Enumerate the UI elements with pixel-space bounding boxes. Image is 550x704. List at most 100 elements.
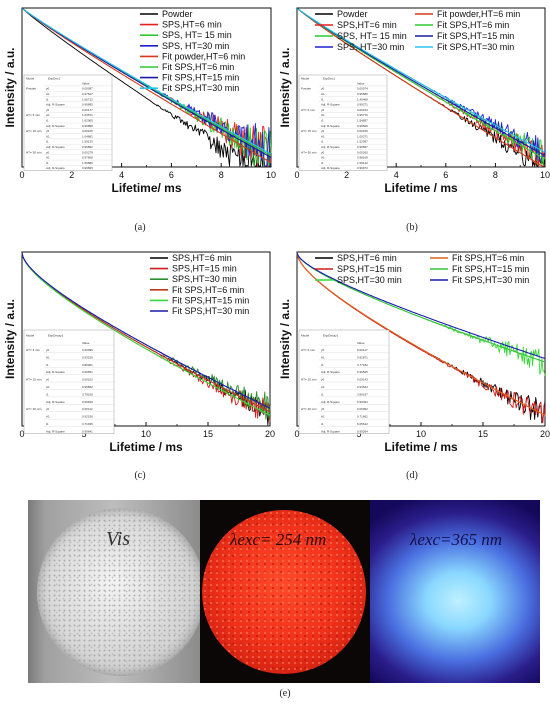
legend-label: Fit powder,HT=6 min xyxy=(162,51,245,61)
fit-table-value: 0.99606 xyxy=(357,124,368,128)
fit-table-param: A1 xyxy=(46,113,50,117)
fit-table-value: 0.00112 xyxy=(82,407,93,411)
legend-label: SPS, HT=30 min xyxy=(337,42,404,52)
fit-table-param: Adj. R-Square xyxy=(321,103,340,107)
fit-table-value: 0.99657 xyxy=(357,145,368,149)
x-tick-label: 10 xyxy=(540,170,550,180)
fit-table-value: 0.99494 xyxy=(357,400,368,404)
fit-table-param: y0 xyxy=(46,407,50,411)
fit-table-value: 0.00143 xyxy=(357,378,368,382)
fit-table-value: 0.95586 xyxy=(357,92,368,96)
legend-label: SPS, HT= 15 min xyxy=(337,31,407,41)
x-tick-label: 15 xyxy=(203,429,213,439)
fit-table-group: HT= 6 min xyxy=(301,108,315,112)
x-tick-label: 0 xyxy=(294,429,299,439)
fit-table-param: A1 xyxy=(321,355,325,359)
fit-table-param: y0 xyxy=(46,348,50,352)
fit-table-param: t1 xyxy=(321,119,324,123)
x-tick-label: 2 xyxy=(69,170,74,180)
series-line xyxy=(21,252,271,413)
x-tick-label: 8 xyxy=(219,170,224,180)
fit-table-param: A1 xyxy=(46,92,50,96)
fit-table-box xyxy=(23,74,113,171)
fit-table-value: 0.99651 xyxy=(82,370,93,374)
x-axis-label: Lifetime/ ms xyxy=(111,181,181,195)
series-line xyxy=(297,8,546,153)
legend-label: SPS, HT=30 min xyxy=(162,41,229,51)
fit-table-param: Adj. R-Square xyxy=(46,103,65,107)
x-tick-label: 4 xyxy=(394,170,399,180)
chart-svg-b: 0 2 4 6 8 10 Lifetime / ms Intensity / a.u. Powd… xyxy=(278,7,550,195)
fit-table-value: 0.97608 xyxy=(82,156,93,160)
fit-table-value: 6.05612 xyxy=(357,422,368,426)
fit-table-value: 1.52097 xyxy=(357,140,368,144)
legend-label: Fit SPS,HT=15 min xyxy=(437,31,514,41)
fit-table-box xyxy=(298,329,390,434)
chart-svg-a: 0 2 4 6 8 10 Lifetime/ ms Intensity / a.u. Powde… xyxy=(3,7,276,195)
legend-label: Fit SPS,HT=30 min xyxy=(452,275,529,285)
y-axis-label: Intensity / a.u. xyxy=(3,47,17,127)
fit-table-param: Adj. R-Square xyxy=(46,166,65,170)
fit-table-value: 1.62065 xyxy=(82,119,93,123)
x-tick-label: 15 xyxy=(478,429,488,439)
legend-label: Powder xyxy=(162,9,193,19)
fit-table-group: HT= 30 min xyxy=(26,407,42,411)
fit-table-param: A1 xyxy=(46,355,50,359)
legend-label: SPS,HT=6 min xyxy=(337,20,397,30)
fit-table-model-name: ExpDecay1 xyxy=(323,333,339,337)
legend-label: Fit powder,HT=6 min xyxy=(437,9,520,19)
y-axis-label: Intensity / a.u. xyxy=(278,299,292,379)
fit-table-value: 0.99895 xyxy=(82,103,93,107)
x-tick-label: 20 xyxy=(265,429,275,439)
legend-label: SPS,HT=6 min xyxy=(337,253,397,263)
caption-e: (e) xyxy=(279,688,291,699)
fit-table-param: Adj. R-Square xyxy=(321,166,340,170)
fit-table-param: A1 xyxy=(321,113,325,117)
chart-panel-d: 0 5 10 15 20 Lifetime / ms Intensity / a.u. SPS… xyxy=(275,248,550,466)
x-tick-label: 0 xyxy=(19,170,24,180)
fit-table-model-header: Model xyxy=(26,76,35,80)
legend-label: Fit SPS,HT=15 min xyxy=(162,73,239,83)
fit-table-param: Adj. R-Square xyxy=(46,370,65,374)
legend-label: Powder xyxy=(337,9,368,19)
y-axis-label: Intensity / a.u. xyxy=(3,299,17,379)
fit-table-value: 3.79150 xyxy=(82,392,93,396)
x-tick-label: 0 xyxy=(19,429,24,439)
fit-table-value: 0.00097 xyxy=(82,87,93,91)
fit-table-value: 0.99825 xyxy=(82,166,93,170)
legend-label: Fit SPS,HT=6 min xyxy=(437,20,509,30)
x-tick-label: 6 xyxy=(169,170,174,180)
vis-label: Vis xyxy=(106,528,131,550)
fit-table-group: Powder xyxy=(26,87,36,91)
photo-uv-254: λexc= 254 nm xyxy=(200,500,370,683)
fit-table-param: t1 xyxy=(321,140,324,144)
fit-table-model-header: Model xyxy=(26,333,35,337)
fit-table-group: HT= 15 min xyxy=(301,378,317,382)
fit-table-value: 0.95862 xyxy=(82,385,93,389)
series-line xyxy=(22,8,272,163)
photo-strip: Vis λexc= 254 nm λexc=365 nm xyxy=(28,500,540,683)
x-tick-label: 20 xyxy=(540,429,550,439)
fit-table-group: HT= 6 min xyxy=(301,348,315,352)
x-tick-label: 8 xyxy=(493,170,498,180)
fit-table-box xyxy=(23,329,115,434)
fit-table-value: 0.97627 xyxy=(82,92,93,96)
legend-label: SPS,HT=15 min xyxy=(172,264,237,274)
series-line xyxy=(296,252,546,363)
fit-table-param: A1 xyxy=(321,156,325,160)
legend-label: Fit SPS,HT=6 min xyxy=(172,285,244,295)
x-tick-label: 5 xyxy=(356,429,361,439)
fit-table-model-header: Model xyxy=(301,76,310,80)
fit-table-value: 0.71662 xyxy=(357,415,368,419)
fit-table-param: A1 xyxy=(46,415,50,419)
fit-table-group: HT= 30 min xyxy=(26,150,42,154)
fit-table: Model ExpDecay1 Value HT= 6 min y0 0.00096 A1 0… xyxy=(23,329,115,434)
fit-table-value: 1.45468 xyxy=(357,97,368,101)
fit-table-group: HT= 15 min xyxy=(26,129,42,133)
fit-table-param: t1 xyxy=(321,97,324,101)
fit-table-value: 0.99973 xyxy=(357,166,368,170)
x-tick-label: 5 xyxy=(81,429,86,439)
legend-label: Fit SPS,HT=15 min xyxy=(172,295,249,305)
